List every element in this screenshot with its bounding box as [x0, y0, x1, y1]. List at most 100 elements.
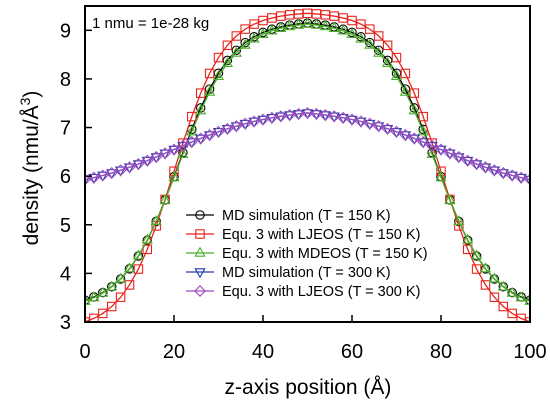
data-point-marker: [436, 166, 446, 177]
series-line: [85, 112, 530, 181]
legend-label: Equ. 3 with LJEOS (T = 300 K): [222, 284, 420, 300]
data-point-marker: [141, 233, 153, 244]
data-point-marker: [239, 38, 251, 49]
y-axis-title: density (nmu/Å3): [17, 91, 43, 246]
data-point-marker: [231, 45, 242, 56]
data-point-marker: [132, 249, 145, 260]
data-point-marker: [106, 301, 117, 312]
data-point-marker: [399, 129, 412, 141]
data-point-marker: [159, 147, 172, 160]
data-point-marker: [150, 151, 163, 163]
data-point-marker: [328, 21, 340, 32]
data-point-marker: [150, 214, 162, 226]
data-point-marker: [443, 147, 456, 160]
legend-entry: MD simulation (T = 150 K): [186, 208, 391, 224]
data-point-marker: [204, 68, 215, 79]
data-point-marker: [284, 20, 296, 31]
data-point-marker: [222, 40, 233, 51]
data-point-marker: [168, 171, 180, 182]
data-point-marker: [187, 111, 197, 122]
data-point-marker: [88, 291, 100, 302]
data-point-marker: [524, 294, 530, 305]
data-point-marker: [114, 164, 127, 177]
legend-marker: [195, 210, 205, 220]
data-point-marker: [373, 46, 385, 57]
x-axis-title: z-axis position (Å): [225, 376, 392, 399]
legend-label: Equ. 3 with LJEOS (T = 150 K): [222, 227, 420, 243]
data-point-marker: [346, 113, 358, 126]
data-point-marker: [506, 286, 518, 297]
data-point-marker: [319, 111, 331, 122]
data-point-marker: [221, 122, 234, 135]
data-point-marker: [470, 249, 483, 260]
data-point-marker: [355, 32, 367, 43]
data-point-marker: [480, 280, 491, 290]
x-tick-label: 0: [79, 341, 90, 363]
legend-entry: Equ. 3 with LJEOS (T = 150 K): [186, 227, 420, 243]
data-point-marker: [212, 69, 225, 80]
data-point-marker: [115, 292, 126, 302]
x-tick-label: 20: [163, 341, 185, 363]
data-point-marker: [185, 136, 198, 148]
legend-label: Equ. 3 with MDEOS (T = 150 K): [222, 246, 428, 262]
data-point-marker: [319, 109, 332, 121]
data-point-marker: [391, 52, 402, 63]
data-point-marker: [417, 136, 430, 148]
data-point-marker: [399, 85, 412, 96]
x-tick-label: 80: [430, 341, 452, 363]
data-point-marker: [257, 27, 269, 38]
y-tick-label: 5: [60, 215, 71, 237]
data-point-marker: [390, 125, 403, 138]
data-point-marker: [382, 40, 393, 51]
data-point-marker: [453, 214, 465, 226]
data-point-marker: [354, 115, 367, 128]
data-point-marker: [426, 147, 438, 159]
legend-marker: [195, 229, 205, 239]
data-point-marker: [105, 166, 118, 179]
y-tick-label: 8: [60, 69, 71, 91]
data-point-marker: [444, 193, 456, 205]
data-point-marker: [301, 109, 314, 120]
y-axis-title-close: ): [20, 91, 43, 98]
data-point-marker: [230, 46, 242, 57]
data-point-marker: [85, 175, 91, 186]
data-point-marker: [452, 151, 465, 163]
data-point-marker: [381, 122, 394, 135]
series-layer: [85, 8, 530, 322]
x-tick-label: 60: [341, 341, 363, 363]
data-point-marker: [231, 31, 242, 41]
data-point-marker: [142, 235, 153, 245]
data-point-marker: [123, 161, 136, 174]
data-point-marker: [195, 88, 206, 98]
data-point-marker: [248, 32, 260, 43]
unit-annotation: 1 nmu = 1e-28 kg: [92, 15, 209, 32]
data-point-marker: [346, 27, 358, 38]
data-point-marker: [301, 106, 314, 119]
data-point-marker: [319, 20, 331, 31]
data-point-marker: [497, 166, 510, 179]
legend-entry: MD simulation (T = 300 K): [186, 265, 391, 281]
data-point-marker: [418, 111, 428, 122]
data-point-marker: [301, 17, 314, 28]
data-point-marker: [159, 193, 171, 205]
data-point-marker: [194, 132, 207, 145]
y-tick-label: 3: [60, 312, 71, 334]
legend-entry: Equ. 3 with LJEOS (T = 300 K): [186, 284, 420, 300]
data-point-marker: [426, 139, 439, 152]
series-5: [85, 106, 530, 186]
data-point-marker: [365, 24, 375, 34]
data-point-marker: [292, 18, 305, 29]
series-4: [85, 109, 530, 186]
data-point-marker: [123, 262, 136, 273]
data-point-marker: [337, 24, 349, 35]
legend-marker: [194, 285, 206, 297]
data-point-marker: [497, 280, 509, 291]
data-point-marker: [435, 171, 447, 182]
axis-ticks: 0 20 40 60 80 100 3 4 5 6 7 8 9: [60, 20, 547, 363]
data-point-marker: [524, 175, 530, 186]
data-point-marker: [507, 308, 517, 319]
legend-marker: [194, 268, 206, 279]
data-point-marker: [337, 111, 350, 124]
data-point-marker: [409, 88, 420, 98]
